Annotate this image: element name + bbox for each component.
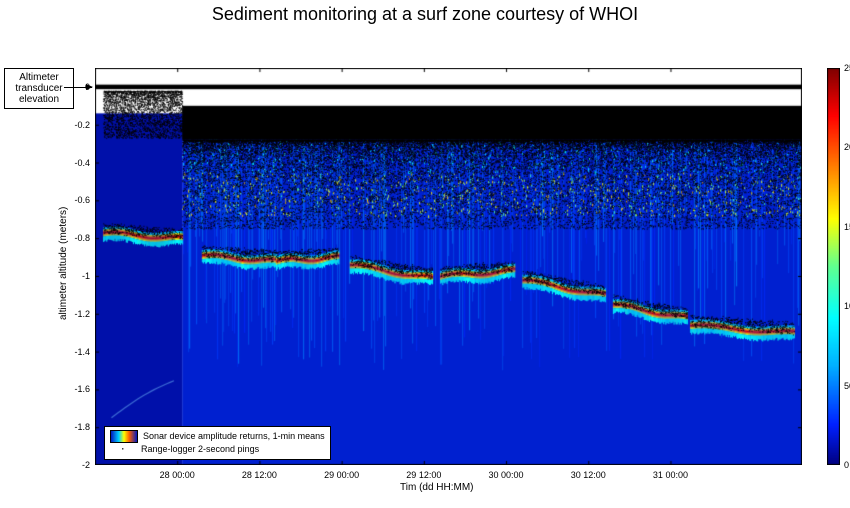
- figure-title: Sediment monitoring at a surf zone court…: [0, 4, 850, 25]
- transducer-arrow: [64, 87, 92, 88]
- figure: Sediment monitoring at a surf zone court…: [0, 0, 850, 508]
- x-tick: 29 12:00: [406, 465, 441, 480]
- y-tick: -1: [82, 271, 95, 281]
- x-tick: 31 00:00: [653, 465, 688, 480]
- legend-swatch-icon: [110, 430, 138, 443]
- plot-canvas: [95, 68, 802, 465]
- legend: Sonar device amplitude returns, 1-min me…: [104, 426, 331, 460]
- note-line: transducer: [9, 83, 69, 94]
- legend-dot-icon: ·: [110, 443, 136, 456]
- colorbar-tick: 2500: [840, 63, 850, 73]
- y-tick: -0.2: [74, 120, 95, 130]
- y-tick: -0.4: [74, 158, 95, 168]
- colorbar-tick: 1500: [840, 222, 850, 232]
- legend-label: Sonar device amplitude returns, 1-min me…: [143, 430, 325, 443]
- y-tick: -1.6: [74, 384, 95, 394]
- colorbar-tick: 1000: [840, 301, 850, 311]
- y-tick: -0.6: [74, 195, 95, 205]
- x-tick: 30 12:00: [571, 465, 606, 480]
- axes: 0-0.2-0.4-0.6-0.8-1-1.2-1.4-1.6-1.8-2 28…: [95, 68, 802, 465]
- note-line: Altimeter: [9, 72, 69, 83]
- y-tick: -1.4: [74, 347, 95, 357]
- y-tick: -2: [82, 460, 95, 470]
- y-tick: -1.2: [74, 309, 95, 319]
- x-tick: 30 00:00: [489, 465, 524, 480]
- colorbar-tick: 2000: [840, 142, 850, 152]
- transducer-note: Altimetertransducerelevation: [4, 68, 74, 109]
- colorbar-tick: 0: [840, 460, 849, 470]
- legend-label: Range-logger 2-second pings: [141, 443, 259, 456]
- colorbar-canvas: [827, 68, 840, 465]
- note-line: elevation: [9, 94, 69, 105]
- x-tick: 29 00:00: [324, 465, 359, 480]
- y-tick: -1.8: [74, 422, 95, 432]
- x-axis-label: Tim (dd HH:MM): [400, 482, 474, 493]
- x-tick: 28 00:00: [160, 465, 195, 480]
- colorbar-tick: 500: [840, 381, 850, 391]
- y-axis-label: altimeter altitude (meters): [58, 207, 69, 320]
- y-tick: -0.8: [74, 233, 95, 243]
- colorbar: 05001000150020002500: [827, 68, 840, 465]
- x-tick: 28 12:00: [242, 465, 277, 480]
- legend-item: Sonar device amplitude returns, 1-min me…: [110, 430, 325, 443]
- legend-item: · Range-logger 2-second pings: [110, 443, 325, 456]
